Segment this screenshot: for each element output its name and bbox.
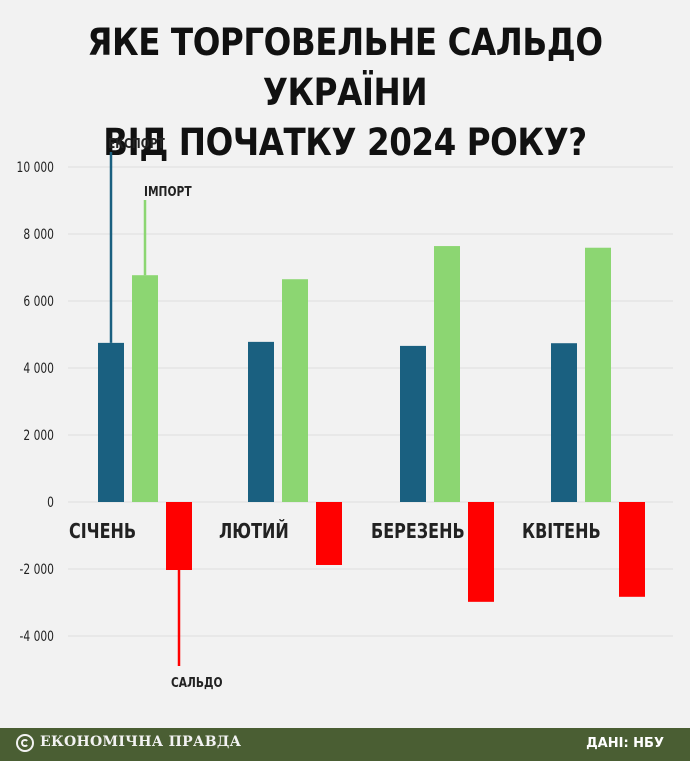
category-label: СІЧЕНЬ — [69, 520, 136, 543]
bar-export — [98, 342, 124, 502]
y-tick-label: 8 000 — [23, 227, 54, 243]
bar-balance — [468, 502, 494, 602]
title-line-1: ЯКЕ ТОРГОВЕЛЬНЕ САЛЬДО УКРАЇНИ — [87, 21, 603, 114]
bar-import — [434, 246, 460, 502]
bar-balance — [316, 502, 342, 565]
logo-text: ЕКОНОМІЧНА ПРАВДА — [40, 734, 242, 750]
y-tick-label: -4 000 — [20, 629, 54, 645]
logo-icon — [16, 734, 34, 752]
y-tick-label: 2 000 — [23, 428, 54, 444]
series-label: ЕКСПОРТ — [108, 136, 166, 151]
footer-bar: ЕКОНОМІЧНА ПРАВДА ДАНІ: НБУ — [0, 728, 690, 761]
y-tick-label: 6 000 — [23, 294, 54, 310]
chart-title: ЯКЕ ТОРГОВЕЛЬНЕ САЛЬДО УКРАЇНИ ВІД ПОЧАТ… — [41, 18, 648, 168]
title-line-2: ВІД ПОЧАТКУ 2024 РОКУ? — [103, 121, 587, 164]
series-label: САЛЬДО — [171, 675, 223, 690]
y-tick-label: 0 — [47, 495, 54, 511]
category-label: ЛЮТИЙ — [219, 519, 289, 543]
bar-balance — [166, 502, 192, 571]
bar-export — [551, 343, 577, 502]
bar-import — [282, 279, 308, 502]
bar-export — [248, 341, 274, 502]
category-label: БЕРЕЗЕНЬ — [371, 520, 465, 543]
bar-export — [400, 345, 426, 502]
category-label: КВІТЕНЬ — [522, 520, 601, 543]
data-source: ДАНІ: НБУ — [586, 736, 664, 751]
y-tick-label: 4 000 — [23, 361, 54, 377]
bar-import — [585, 247, 611, 502]
bar-chart: 10 000 8 000 6 000 4 000 2 000 0 -2 000 -4 000 С… — [17, 136, 673, 690]
y-tick-label: -2 000 — [20, 562, 54, 578]
bar-import — [132, 275, 158, 502]
series-label: ІМПОРТ — [144, 184, 192, 199]
bar-balance — [619, 502, 645, 597]
y-tick-label: 10 000 — [17, 160, 54, 176]
